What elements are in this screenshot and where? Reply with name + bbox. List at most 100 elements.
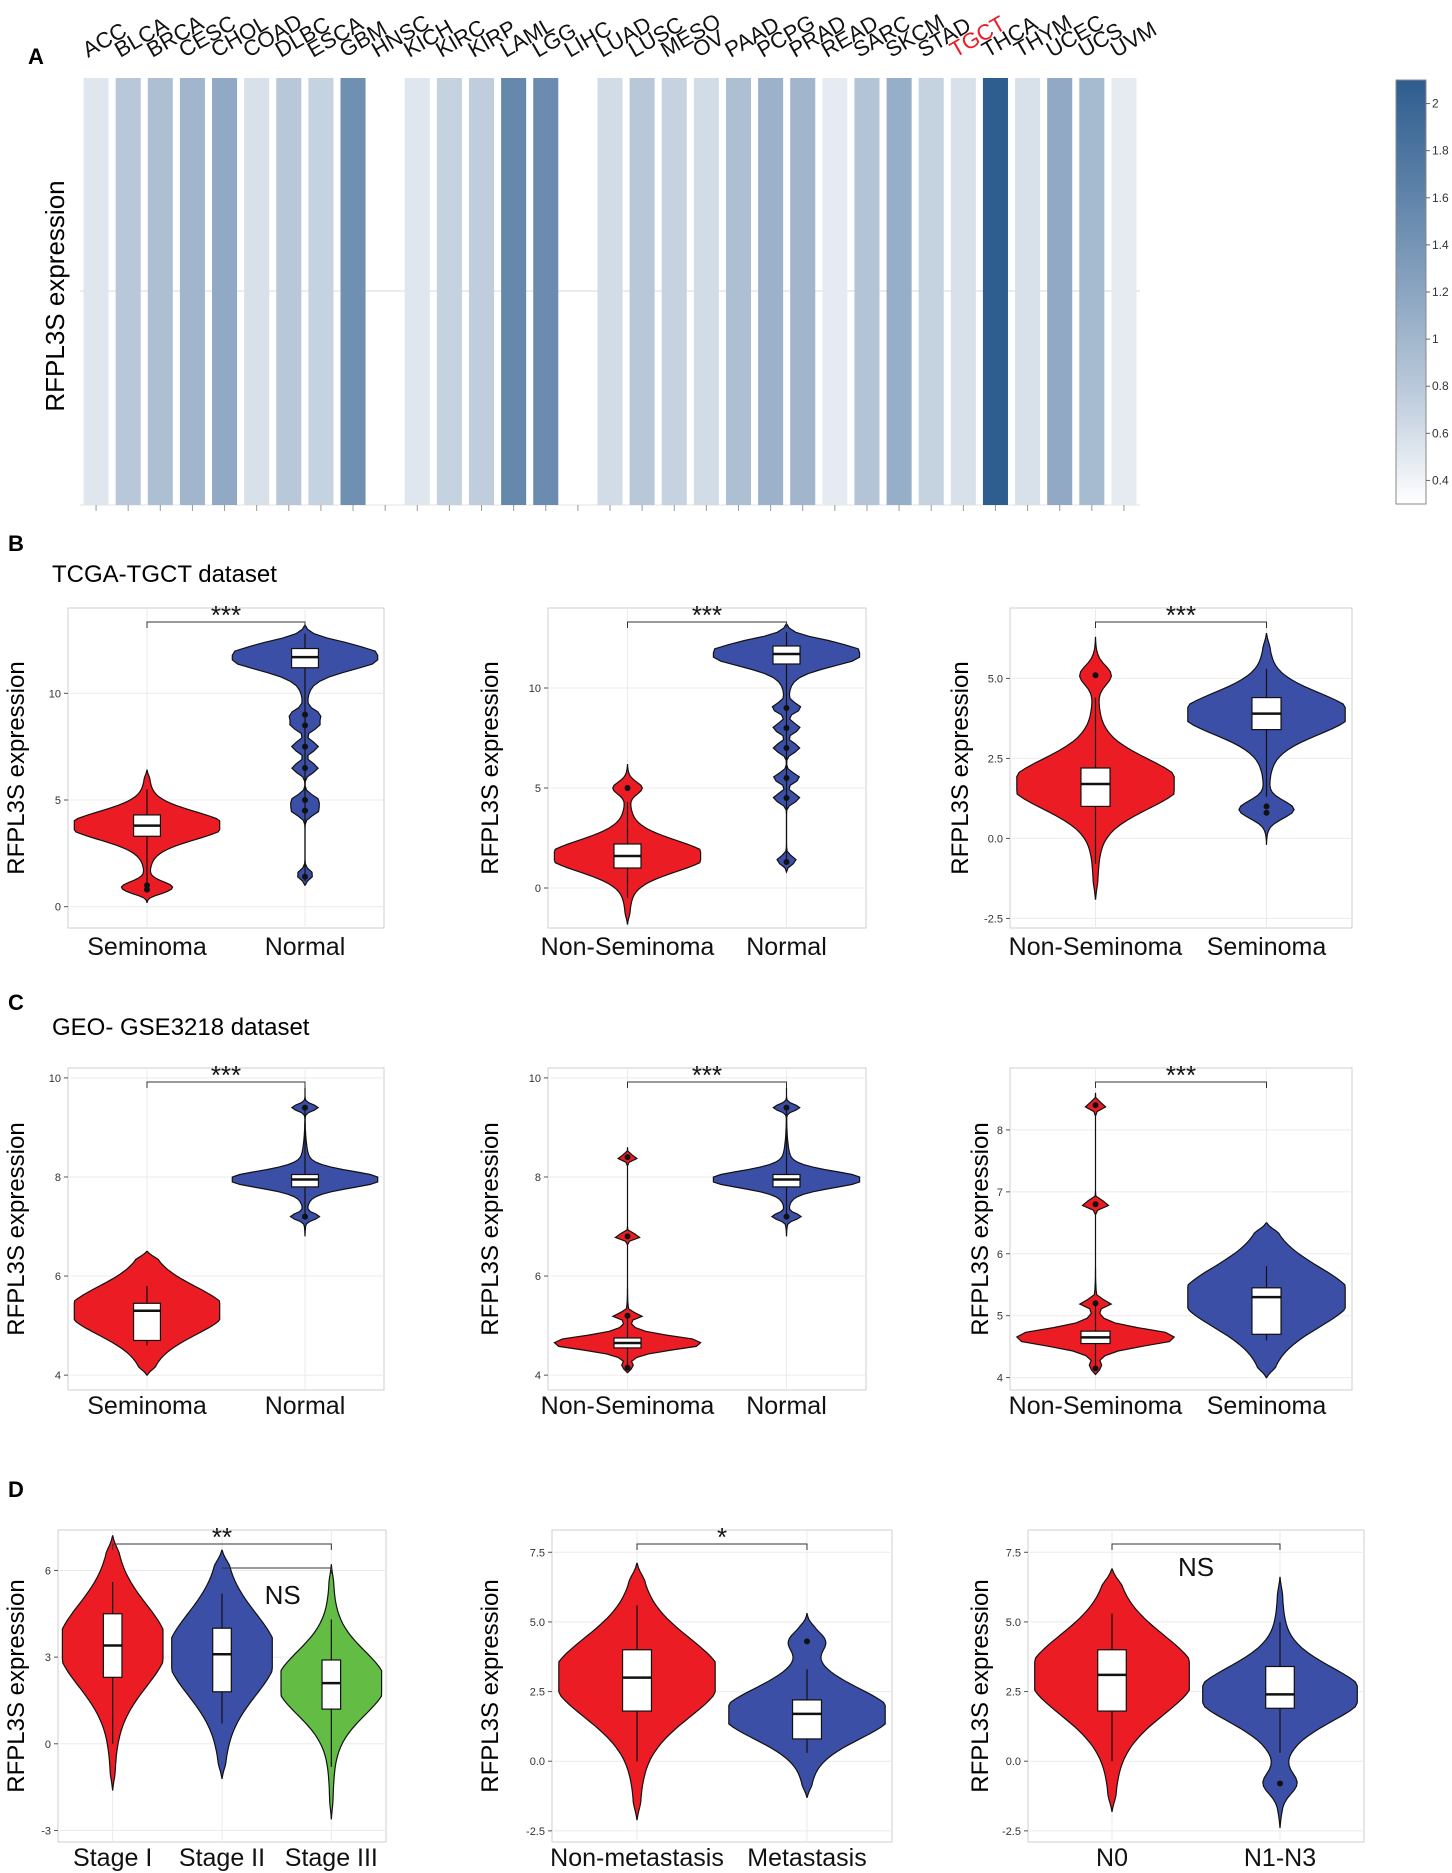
box [1097,1649,1127,1712]
y-axis-label: RFPL3S expression [477,1579,504,1792]
heatmap-bar-kirc [436,78,462,505]
heatmap-bar-ucs [1079,78,1105,505]
x-category-label: Normal [746,1392,827,1420]
heatmap-bar-meso [661,78,687,505]
outlier-point [302,1213,308,1220]
heatmap-bar-ucec [1047,78,1073,505]
x-category-label: Seminoma [1207,1392,1327,1420]
significance-bracket [627,1081,787,1088]
y-tick-label: 6 [535,1271,541,1283]
heatmap-bar-thym [1015,78,1041,505]
outlier-point [624,1154,631,1161]
outlier-point [783,725,790,731]
x-category-label: Stage I [73,1844,152,1872]
significance-bracket [1095,621,1267,628]
outlier-point [783,1213,790,1220]
y-tick-label: 8 [55,1172,61,1184]
dataset-title-tcga: TCGA-TGCT dataset [52,561,277,588]
heatmap-bar-ov [693,78,719,505]
heatmap-bar-coad [244,78,270,505]
significance-label: NS [1178,1552,1214,1582]
heatmap-bar-skcm [886,78,912,505]
y-tick-label: 6 [45,1565,51,1577]
outlier-point [1263,803,1270,810]
outlier-point [1092,1201,1099,1208]
box [321,1659,342,1710]
y-tick-label: 10 [529,683,541,695]
outlier-point [302,711,308,718]
heatmap-bar-luad [597,78,623,505]
y-axis-label: RFPL3S expression [967,1579,994,1792]
heatmap-bar-dlbc [276,78,302,505]
outlier-point [302,807,308,814]
x-category-label: Seminoma [87,933,207,961]
violin-panel-b2: 0 5 10 RFPL3S expression Non-Seminoma Normal *… [477,600,867,961]
outlier-point [783,745,790,751]
y-tick-label: 5.0 [530,1617,545,1629]
heatmap-bar-thca [982,78,1008,505]
heatmap-panel: ACCBLCABRCACESCCHOLCOADDLBCESCAGBMHNSCKI… [40,8,1449,511]
heatmap-bar-stad [918,78,944,505]
significance-bracket [1111,1543,1281,1550]
x-category-label: Normal [265,933,346,961]
significance-label: *** [692,600,722,630]
violin-panel-d3: -2.5 0.0 2.5 5.0 7.5 RFPL3S expression N0 N1-N3… [967,1529,1365,1872]
box [621,1649,653,1712]
outlier-point [1092,1300,1099,1307]
x-category-label: Normal [746,933,827,961]
x-category-label: Normal [265,1392,346,1420]
heatmap-bar-lusc [629,78,655,505]
significance-bracket [112,1543,332,1550]
y-tick-label: 0 [535,883,541,895]
panel-label-a: A [28,44,44,69]
violin-panel-c2: 4 6 8 10 RFPL3S expression Non-Seminoma Normal… [477,1060,867,1420]
heatmap-bar-pcpg [758,78,784,505]
colorbar-tick-label: 1.4 [1432,238,1449,252]
significance-label: *** [211,1060,241,1090]
x-category-label: Seminoma [1207,933,1327,961]
y-axis-label: RFPL3S expression [3,1579,30,1792]
significance-label: * [717,1522,727,1552]
x-category-label: Stage III [285,1844,378,1872]
x-category-label: Non-Seminoma [541,1392,715,1420]
heatmap-bar-prad [790,78,816,505]
y-axis-label: RFPL3S expression [477,1122,504,1335]
colorbar-tick-label: 1.6 [1432,191,1449,205]
x-category-label: N0 [1096,1844,1128,1872]
colorbar-tick-label: 0.8 [1432,379,1449,393]
y-axis-label: RFPL3S expression [477,661,504,874]
y-tick-label: 7.5 [530,1547,545,1559]
outlier-point [1277,1780,1283,1787]
violin-panel-b3: -2.5 0.0 2.5 5.0 RFPL3S expression Non-Semino… [947,600,1353,961]
y-tick-label: 10 [49,1073,61,1085]
y-axis-label: RFPL3S expression [947,661,974,874]
y-tick-label: 3 [45,1652,51,1664]
y-tick-label: -3 [41,1825,51,1837]
outlier-point [783,795,790,801]
outlier-point [144,882,150,889]
y-axis-label: RFPL3S expression [3,1122,30,1335]
heatmap-bar-kich [404,78,430,505]
box [791,1699,823,1740]
y-axis-label: RFPL3S expression [3,661,30,874]
significance-bracket [636,1543,808,1550]
y-tick-label: 2.5 [988,753,1003,765]
x-category-label: Metastasis [747,1844,866,1872]
y-tick-label: 10 [529,1073,541,1085]
box [1080,767,1111,808]
outlier-point [783,1104,790,1111]
x-category-label: N1-N3 [1244,1844,1316,1872]
x-category-label: Non-Seminoma [541,933,715,961]
significance-bracket [627,621,787,628]
significance-label: NS [265,1580,301,1610]
outlier-point [302,1104,308,1111]
significance-bracket [146,621,306,628]
colorbar-tick-label: 0.4 [1432,473,1449,487]
significance-bracket [1095,1081,1267,1088]
outlier-point [302,765,308,771]
x-category-label: Non-Seminoma [1009,1392,1183,1420]
dataset-title-geo: GEO- GSE3218 dataset [52,1014,310,1041]
outlier-point [624,785,631,791]
y-tick-label: 2.5 [530,1687,545,1699]
